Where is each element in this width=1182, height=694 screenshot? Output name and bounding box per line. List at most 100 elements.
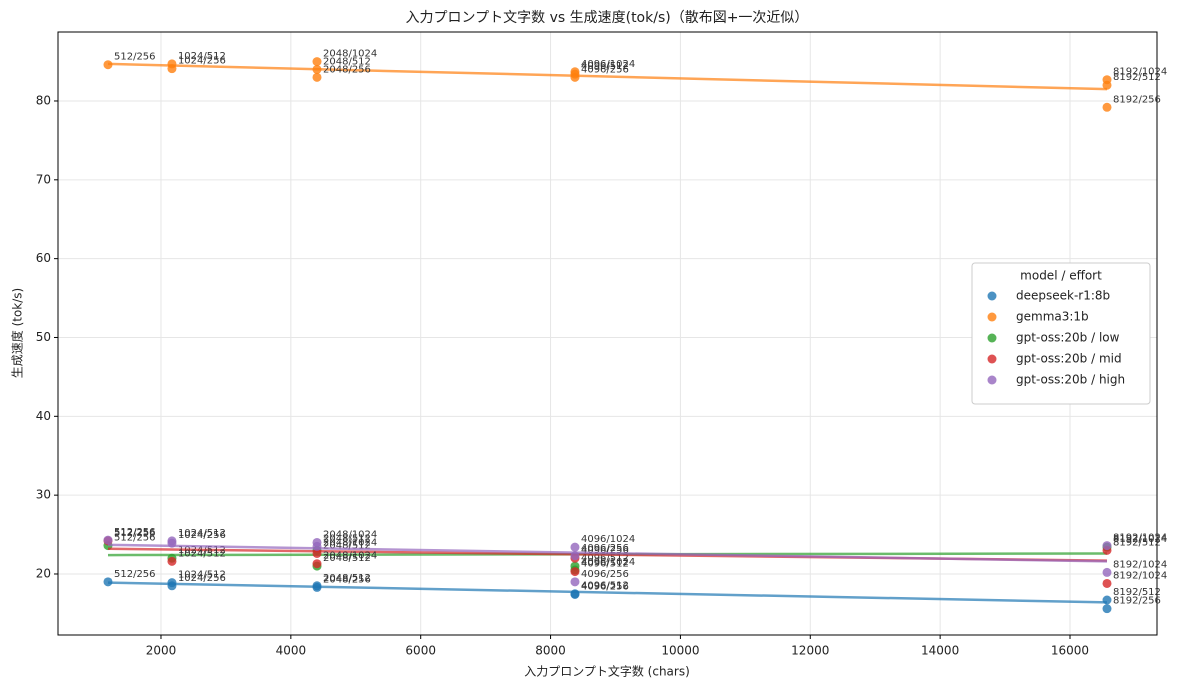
point [570,542,580,552]
point [570,567,580,577]
point [1102,604,1112,614]
point [1102,102,1112,112]
point-annotation: 1024/512 [178,548,226,559]
point-annotation: 2048/512 [323,56,371,67]
point [312,541,322,551]
point [570,551,580,561]
point-annotation: 8192/1024 [1113,533,1167,544]
point [167,538,177,548]
point [1102,578,1112,588]
point [1102,541,1112,551]
point-annotation: 1024/256 [178,56,226,67]
point-annotation: 4096/512 [581,581,629,592]
legend-marker [987,333,997,343]
point [103,535,113,545]
x-tick-label: 16000 [1051,644,1089,658]
legend-marker [987,312,997,322]
legend-title: model / effort [1020,269,1102,283]
fit-line [107,62,1108,91]
legend-label: deepseek-r1:8b [1016,289,1110,303]
point-annotation: 512/256 [114,528,156,539]
point-annotation: 4096/256 [581,543,629,554]
point-annotation: 4096/1024 [581,59,635,70]
legend-label: gemma3:1b [1016,310,1089,324]
point-annotation: 512/256 [114,52,156,63]
point-annotation: 1024/512 [178,528,226,539]
point-annotation: 1024/256 [178,573,226,584]
point-annotation: 8192/1024 [1113,534,1167,545]
x-tick-label: 8000 [535,644,566,658]
legend-label: gpt-oss:20b / mid [1016,352,1122,366]
point-annotation: 4096/256 [581,64,629,75]
point [1102,567,1112,577]
point-annotation: 8192/1024 [1113,559,1167,570]
point-annotation: 2048/1024 [323,49,377,60]
point-annotation: 4096/512 [581,553,629,564]
x-tick-label: 10000 [661,644,699,658]
legend-marker [987,354,997,364]
point-annotation: 4096/1024 [581,534,635,545]
point [167,556,177,566]
point-annotation: 4096/1024 [581,557,635,568]
y-tick-label: 80 [36,93,51,107]
point-annotation: 1024/512 [178,570,226,581]
point-annotation: 1024/512 [178,51,226,62]
x-tick-label: 4000 [276,644,307,658]
point [312,559,322,569]
point-annotation: 512/256 [114,569,156,580]
point-annotation: 2048/512 [323,540,371,551]
point-annotation: 8192/512 [1113,72,1161,83]
point-annotation: 4096/512 [581,61,629,72]
point [570,72,580,82]
point-annotation: 2048/512 [323,573,371,584]
point-annotation: 4096/256 [581,545,629,556]
point-annotation: 2048/256 [323,64,371,75]
point [312,582,322,592]
point-annotation: 8192/256 [1113,94,1161,105]
point-annotation: 4096/256 [581,581,629,592]
point [312,548,322,558]
plot-frame [57,31,1158,636]
point-annotation: 2048/1024 [323,529,377,540]
legend-label: gpt-oss:20b / low [1016,331,1120,345]
x-tick-label: 2000 [146,644,177,658]
point-annotation: 2048/512 [323,553,371,564]
x-axis-label: 入力プロンプト文字数 (chars) [524,664,690,679]
legend-marker [987,291,997,301]
y-axis-label: 生成速度 (tok/s) [10,288,25,378]
legend-marker [987,375,997,385]
y-tick-label: 20 [36,566,51,580]
point-annotation: 8192/1024 [1113,570,1167,581]
point-annotation: 512/256 [114,527,156,538]
point [167,64,177,74]
y-tick-label: 40 [36,409,51,423]
y-tick-label: 60 [36,251,51,265]
point-annotation: 2048/256 [323,574,371,585]
point-annotation: 1024/256 [178,530,226,541]
y-tick-label: 50 [36,330,51,344]
point-annotation: 8192/1024 [1113,67,1167,78]
point-annotation: 8192/512 [1113,587,1161,598]
point [1102,595,1112,605]
y-tick-label: 70 [36,172,51,186]
point-annotation: 2048/1024 [323,551,377,562]
point [103,577,113,587]
point [167,581,177,591]
point-annotation: 4096/512 [581,559,629,570]
x-tick-label: 12000 [791,644,829,658]
y-tick-label: 30 [36,488,51,502]
point [103,60,113,70]
point-annotation: 2048/1024 [323,537,377,548]
point-annotation: 4096/256 [581,569,629,580]
point [312,64,322,74]
point [570,577,580,587]
x-tick-label: 6000 [405,644,436,658]
point-annotation: 2048/512 [323,533,371,544]
point-annotation: 512/256 [114,533,156,544]
fit-line [107,543,1108,563]
point [570,589,580,599]
fit-line [107,581,1108,604]
chart-title: 入力プロンプト文字数 vs 生成速度(tok/s)（散布図+一次近似） [406,10,809,26]
point-annotation: 8192/256 [1113,596,1161,607]
